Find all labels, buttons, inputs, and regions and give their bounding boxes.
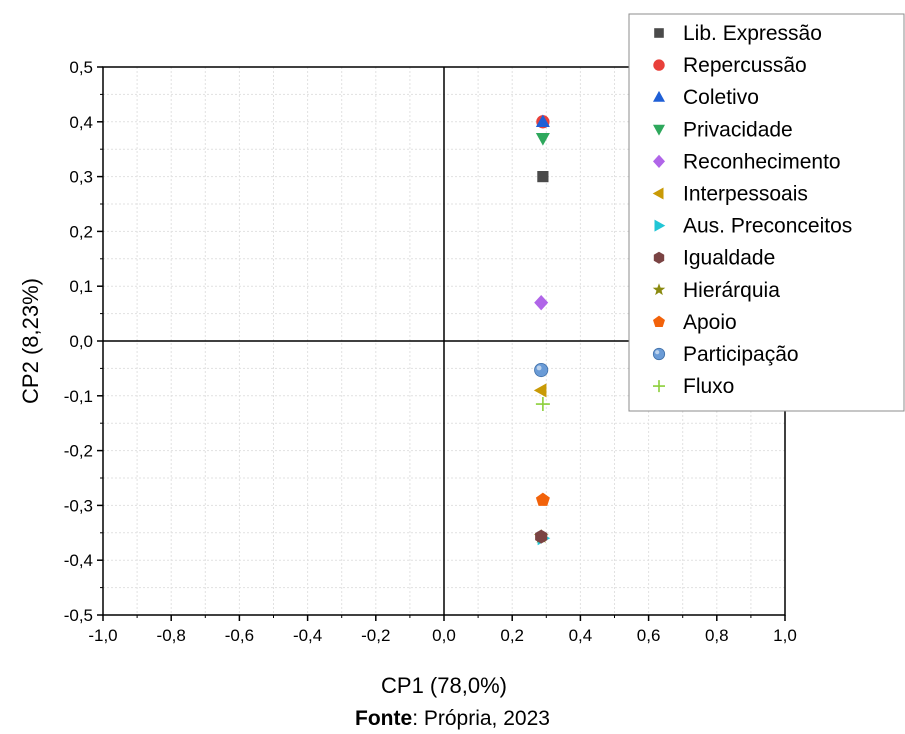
data-point xyxy=(537,171,549,183)
y-axis-ticks: 0,5 0,4 0,3 0,2 0,1 0,0 -0,1 -0,2 -0,3 -0,4 -0,5 xyxy=(64,58,103,625)
legend-marker xyxy=(654,28,664,38)
legend-marker xyxy=(653,315,665,327)
x-tick-label: 1,0 xyxy=(773,626,797,645)
y-tick-label: 0,3 xyxy=(69,168,93,187)
y-tick-label: -0,1 xyxy=(64,387,93,406)
source-label: Fonte xyxy=(355,707,413,730)
legend-marker xyxy=(653,380,665,393)
legend-marker xyxy=(653,251,665,264)
legend-label: Repercussão xyxy=(683,54,807,77)
data-point xyxy=(535,529,548,544)
data-point xyxy=(535,132,550,146)
data-point xyxy=(535,114,550,128)
y-tick-label: 0,0 xyxy=(69,332,93,351)
y-tick-label: -0,4 xyxy=(64,551,93,570)
y-tick-label: -0,2 xyxy=(64,442,93,461)
legend-label: Fluxo xyxy=(683,375,734,398)
legend-label: Aus. Preconceitos xyxy=(683,215,852,238)
legend-marker xyxy=(653,59,665,71)
y-tick-label: 0,2 xyxy=(69,222,93,241)
x-axis-title: CP1 (78,0%) xyxy=(381,673,507,698)
legend-label: Apoio xyxy=(683,311,737,334)
legend-label: Privacidade xyxy=(683,118,793,141)
legend-label: Igualdade xyxy=(683,247,775,270)
legend-marker xyxy=(652,187,664,200)
data-points xyxy=(533,114,551,546)
x-tick-label: 0,4 xyxy=(569,626,593,645)
y-tick-label: -0,5 xyxy=(64,606,93,625)
legend-marker xyxy=(653,124,665,136)
y-tick-label: -0,3 xyxy=(64,496,93,515)
x-tick-label: -0,2 xyxy=(361,626,390,645)
legend-label: Participação xyxy=(683,343,799,366)
x-tick-label: 0,6 xyxy=(637,626,661,645)
legend-label: Coletivo xyxy=(683,86,759,109)
legend-box xyxy=(628,13,905,412)
x-tick-label: 0,0 xyxy=(432,626,456,645)
legend-label: Hierárquia xyxy=(683,279,780,302)
y-axis-title: CP2 (8,23%) xyxy=(18,278,43,404)
x-tick-label: 0,8 xyxy=(705,626,729,645)
legend-marker xyxy=(653,154,665,168)
x-tick-label: -1,0 xyxy=(88,626,117,645)
legend-label: Reconhecimento xyxy=(683,150,841,173)
x-tick-label: -0,8 xyxy=(157,626,186,645)
legend-label: Interpessoais xyxy=(683,183,808,206)
data-point xyxy=(535,492,550,506)
data-point xyxy=(534,362,549,378)
legend-marker xyxy=(653,90,665,102)
x-tick-label: 0,2 xyxy=(500,626,524,645)
legend: Lib. Expressão Repercussão Coletivo Privaci… xyxy=(628,13,905,412)
legend-label: Lib. Expressão xyxy=(683,22,822,45)
data-point xyxy=(535,397,550,412)
y-tick-label: 0,4 xyxy=(69,113,93,132)
x-axis-ticks: -1,0 -0,8 -0,6 -0,4 -0,2 0,0 0,2 0,4 0,6 0,8 1,0 xyxy=(88,615,797,645)
data-point xyxy=(533,383,547,398)
x-tick-label: -0,6 xyxy=(225,626,254,645)
source-text: : Própria, 2023 xyxy=(412,707,550,730)
y-tick-label: 0,1 xyxy=(69,277,93,296)
legend-marker xyxy=(652,347,666,361)
y-tick-label: 0,5 xyxy=(69,58,93,77)
data-point xyxy=(534,294,549,311)
legend-marker xyxy=(654,219,666,232)
legend-marker xyxy=(652,283,666,296)
x-tick-label: -0,4 xyxy=(293,626,322,645)
source-caption: Fonte: Própria, 2023 xyxy=(0,706,905,732)
